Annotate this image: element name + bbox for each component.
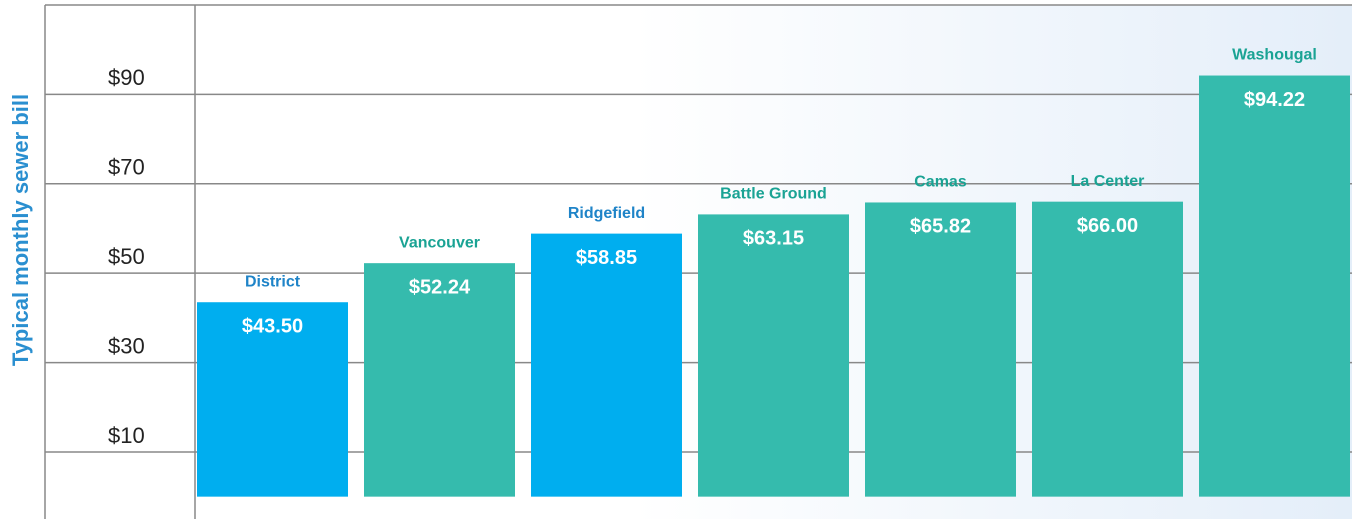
bar (865, 202, 1016, 497)
category-label: Vancouver (399, 234, 480, 251)
value-label: $43.50 (242, 316, 303, 338)
bar (698, 214, 849, 497)
bar (197, 302, 348, 497)
category-label: Ridgefield (568, 205, 645, 222)
value-label: $52.24 (409, 276, 471, 298)
value-label: $58.85 (576, 247, 637, 269)
y-tick-label: $10 (108, 423, 145, 448)
bar (1199, 75, 1350, 497)
value-label: $94.22 (1244, 89, 1305, 111)
category-label: La Center (1071, 173, 1145, 190)
value-label: $63.15 (743, 228, 804, 250)
bar (364, 263, 515, 497)
y-tick-label: $90 (108, 65, 145, 90)
y-tick-label: $30 (108, 333, 145, 358)
y-tick-label: $70 (108, 155, 145, 180)
value-label: $65.82 (910, 216, 971, 238)
y-axis-title: Typical monthly sewer bill (8, 94, 33, 366)
category-label: Battle Ground (720, 186, 827, 203)
category-label: Camas (914, 174, 967, 191)
bar (531, 233, 682, 497)
value-label: $66.00 (1077, 215, 1138, 237)
bar (1032, 201, 1183, 497)
category-label: Washougal (1232, 47, 1317, 64)
y-tick-label: $50 (108, 244, 145, 269)
category-label: District (245, 273, 301, 290)
